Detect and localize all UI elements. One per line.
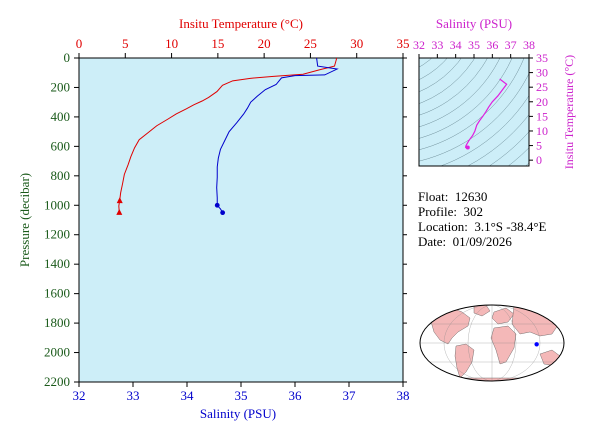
- profile-axes: 0 5 10 15 20 25 30 35 32 33 34 35 36 37 38 0 200 400 600 80…: [44, 36, 410, 403]
- salinity-tick-label: 35: [235, 388, 248, 403]
- ts-salinity-tick-label: 37: [505, 38, 517, 52]
- ts-curve: [464, 78, 508, 149]
- ts-salinity-tick-label: 34: [450, 38, 462, 52]
- ts-temp-tick-label: 15: [536, 109, 548, 123]
- ts-series: [464, 78, 508, 150]
- pressure-tick-label: 1800: [44, 315, 70, 330]
- pressure-tick-label: 200: [51, 79, 71, 94]
- temp-tick-label: 5: [122, 36, 129, 51]
- float-value: 12630: [454, 189, 488, 204]
- ts-end-marker: [465, 145, 470, 150]
- ts-temp-tick-label: 20: [536, 95, 548, 109]
- date-label: Date:: [418, 234, 447, 249]
- temperature-end-marker: [116, 208, 123, 215]
- ts-temp-tick-label: 25: [536, 80, 548, 94]
- pressure-tick-label: 600: [51, 138, 71, 153]
- ts-plot-area: [419, 58, 529, 166]
- date-value: 01/09/2026: [452, 234, 512, 249]
- salinity-tick-label: 36: [289, 388, 303, 403]
- location-value: 3.1°S -38.4°E: [474, 219, 547, 234]
- temp-tick-label: 20: [258, 36, 271, 51]
- ts-temp-tick-label: 0: [536, 153, 542, 167]
- salinity-tick-label: 33: [127, 388, 140, 403]
- ts-salinity-axis-title: Salinity (PSU): [436, 16, 512, 31]
- salinity-end-marker: [214, 202, 220, 208]
- float-info: Float: 12630: [418, 189, 487, 205]
- ts-temp-tick-label: 10: [536, 124, 548, 138]
- salinity-axis-title: Salinity (PSU): [200, 406, 276, 421]
- temp-tick-label: 35: [397, 36, 410, 51]
- ts-salinity-tick-label: 36: [486, 38, 498, 52]
- salinity-tick-label: 37: [343, 388, 357, 403]
- pressure-tick-label: 1600: [44, 286, 70, 301]
- float-label: Float:: [418, 189, 449, 204]
- pressure-tick-label: 1400: [44, 256, 70, 271]
- salinity-tick-label: 34: [181, 388, 195, 403]
- ts-salinity-tick-label: 32: [413, 38, 425, 52]
- profile-info: Profile: 302: [418, 204, 483, 220]
- pressure-axis-title: Pressure (decibar): [17, 173, 32, 267]
- temperature-axis-title: Insitu Temperature (°C): [179, 16, 303, 31]
- profile-plot: 0 5 10 15 20 25 30 35 32 33 34 35 36 37 38 0 200 400 600 80…: [17, 16, 410, 421]
- pressure-tick-label: 1000: [44, 197, 70, 212]
- profile-plot-area: [78, 57, 404, 383]
- ts-temp-tick-label: 30: [536, 66, 548, 80]
- ts-temp-tick-label: 35: [536, 51, 548, 65]
- pressure-tick-label: 2000: [44, 345, 70, 360]
- profile-value: 302: [463, 204, 484, 219]
- location-label: Location:: [418, 219, 468, 234]
- location-info: Location: 3.1°S -38.4°E: [418, 219, 546, 235]
- profile-label: Profile:: [418, 204, 457, 219]
- ts-salinity-tick-label: 35: [468, 38, 480, 52]
- world-map: [419, 304, 565, 382]
- pressure-tick-label: 0: [64, 50, 71, 65]
- temp-tick-label: 10: [165, 36, 178, 51]
- salinity-tick-label: 38: [397, 388, 410, 403]
- temperature-series-line: [118, 58, 337, 212]
- pressure-tick-label: 1200: [44, 227, 70, 242]
- ts-salinity-tick-label: 33: [431, 38, 443, 52]
- ts-temp-tick-label: 5: [536, 139, 542, 153]
- salinity-tick-label: 32: [73, 388, 86, 403]
- south-america: [454, 343, 475, 379]
- ts-salinity-tick-label: 38: [523, 38, 535, 52]
- salinity-series-line: [216, 57, 339, 213]
- profile-series: [116, 57, 339, 216]
- temperature-end-marker: [116, 197, 123, 204]
- pressure-tick-label: 2200: [44, 374, 70, 389]
- pressure-tick-label: 400: [51, 109, 71, 124]
- salinity-end-marker: [220, 210, 226, 216]
- asia: [511, 305, 561, 337]
- float-location-marker: [534, 342, 539, 347]
- temp-tick-label: 15: [211, 36, 224, 51]
- ts-temperature-axis-title: Insitu Temperature (°C): [562, 55, 576, 169]
- date-info: Date: 01/09/2026: [418, 234, 512, 250]
- temp-tick-label: 0: [76, 36, 83, 51]
- temp-tick-label: 25: [304, 36, 317, 51]
- pressure-tick-label: 800: [51, 168, 71, 183]
- temp-tick-label: 30: [350, 36, 363, 51]
